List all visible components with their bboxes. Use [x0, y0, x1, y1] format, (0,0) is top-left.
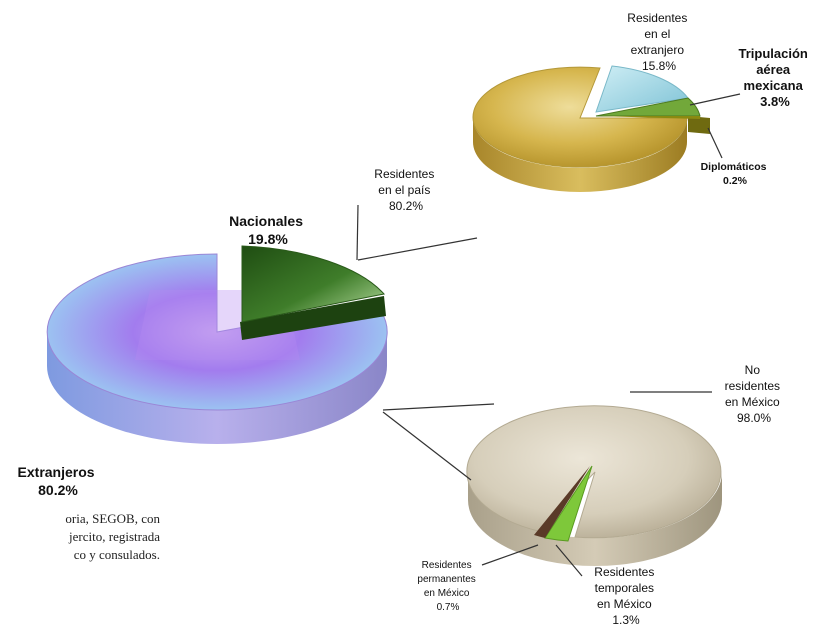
slice-no-residentes: [466, 405, 722, 539]
pie-nac-side: [473, 118, 687, 192]
label-residentes-permanentes: Residentes permanentes en México 0.7%: [417, 560, 478, 613]
source-note: oria, SEGOB, con jercito, registrada co …: [0, 510, 160, 564]
slice-tripulacion: [595, 97, 701, 117]
leader-temporales: [555, 544, 583, 577]
source-note-line-1: oria, SEGOB, con: [65, 511, 160, 526]
slice-nacionales-side: [240, 296, 386, 340]
chart-labels: Nacionales 19.8% Extranjeros 80.2% Resid…: [18, 11, 812, 627]
source-note-line-2: jercito, registrada: [69, 529, 160, 544]
connector-bottom-upper: [382, 403, 495, 411]
leader-tripulacion: [689, 93, 741, 106]
label-residentes-temporales: Residentes temporales en México 1.3%: [594, 565, 657, 627]
connector-lines: [356, 93, 741, 577]
pie-main-side: [47, 332, 387, 444]
source-note-line-3: co y consulados.: [73, 547, 160, 562]
slice-diplomaticos: [596, 116, 700, 119]
slice-residentes-temporales: [544, 465, 593, 542]
connector-bottom-lower: [382, 411, 472, 481]
slice-residentes-pais: [472, 66, 688, 168]
leader-permanentes: [481, 544, 539, 566]
label-extranjeros: Extranjeros 80.2%: [18, 464, 99, 498]
label-residentes-extranjero: Residentes en el extranjero 15.8%: [627, 11, 690, 73]
connector-top-upper: [356, 204, 359, 261]
label-residentes-pais: Residentes en el país 80.2%: [374, 167, 437, 213]
leader-diplomaticos: [707, 127, 723, 159]
slice-nacionales: [241, 245, 385, 323]
label-diplomaticos: Diplomáticos 0.2%: [701, 161, 770, 187]
slice-residentes-extranjero: [595, 65, 689, 113]
connector-top-lower: [357, 237, 478, 261]
slice-residentes-permanentes: [534, 466, 590, 538]
pie-ext-side: [468, 472, 722, 566]
slice-extranjeros: [46, 253, 388, 411]
label-nacionales: Nacionales 19.8%: [229, 213, 307, 247]
label-tripulacion: Tripulación aérea mexicana 3.8%: [739, 46, 812, 109]
pie-nacionales-breakdown: [472, 65, 710, 192]
label-no-residentes: No residentes en México 98.0%: [725, 363, 784, 425]
pie-main: [46, 245, 388, 444]
pie-extranjeros-breakdown: [466, 405, 722, 566]
slice-tripulacion-side: [688, 116, 710, 134]
